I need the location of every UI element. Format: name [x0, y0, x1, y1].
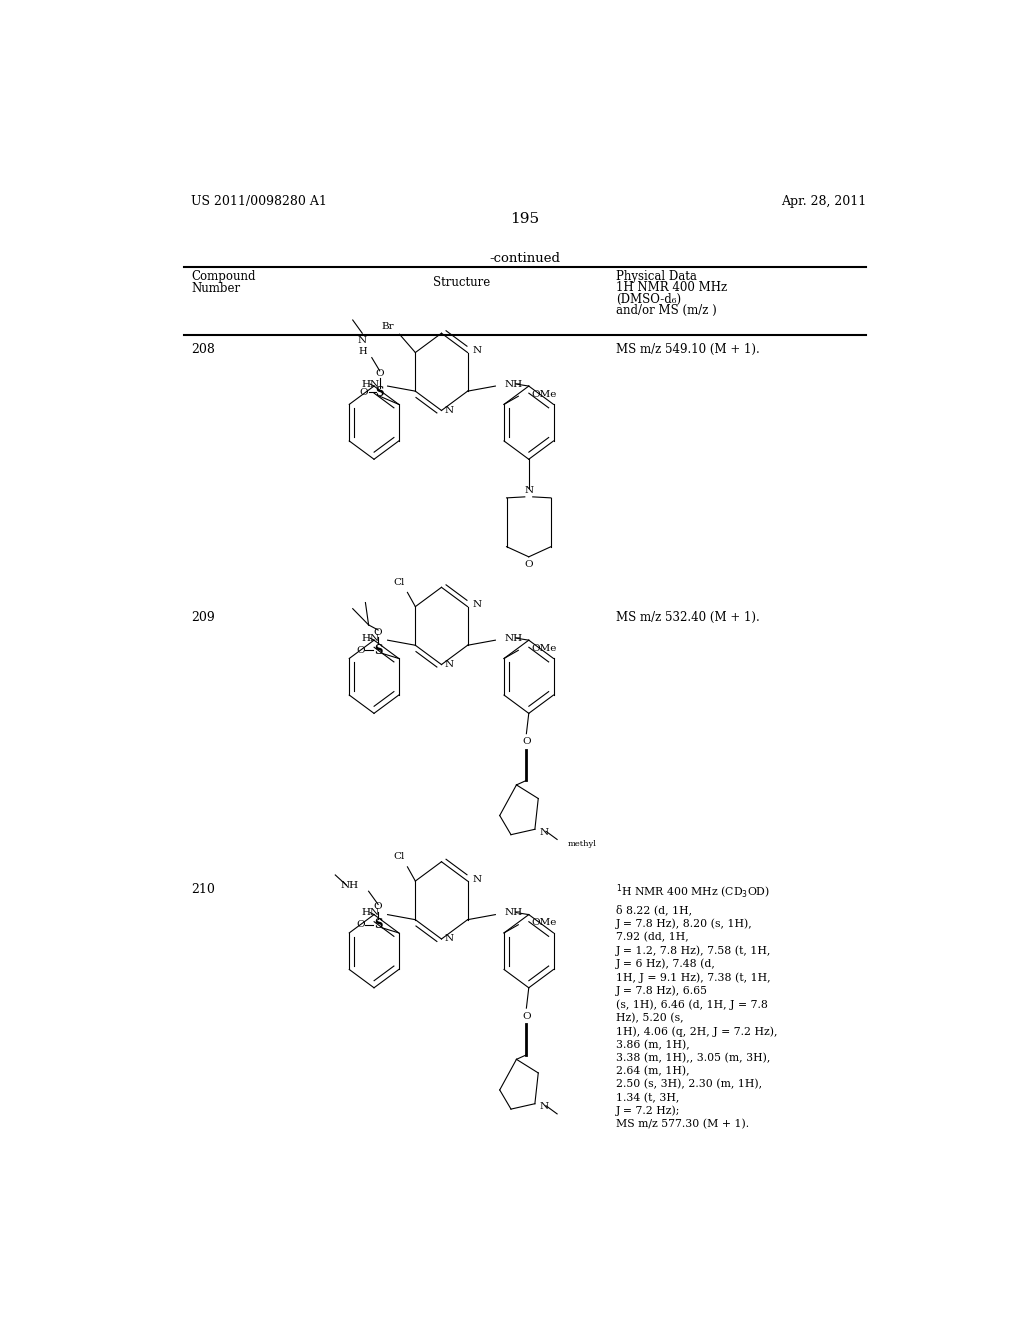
- Text: N: N: [444, 935, 454, 944]
- Text: Compound: Compound: [191, 271, 256, 284]
- Text: OMe: OMe: [531, 644, 557, 653]
- Text: -continued: -continued: [489, 252, 560, 265]
- Text: 1H NMR 400 MHz: 1H NMR 400 MHz: [616, 281, 727, 294]
- Text: NH: NH: [505, 908, 523, 917]
- Text: O: O: [374, 627, 382, 636]
- Text: N: N: [540, 828, 549, 837]
- Text: N: N: [472, 346, 481, 355]
- Text: O: O: [522, 1011, 530, 1020]
- Text: HN: HN: [361, 908, 380, 917]
- Text: H: H: [358, 347, 367, 356]
- Text: NH: NH: [340, 880, 358, 890]
- Text: and/or MS (m/z ): and/or MS (m/z ): [616, 304, 717, 317]
- Text: Number: Number: [191, 282, 241, 296]
- Text: OMe: OMe: [531, 919, 557, 927]
- Text: O: O: [376, 370, 384, 379]
- Text: OMe: OMe: [531, 389, 557, 399]
- Text: (DMSO-d₆): (DMSO-d₆): [616, 293, 681, 305]
- Text: S: S: [376, 385, 384, 399]
- Text: O: O: [356, 920, 365, 929]
- Text: HN: HN: [361, 634, 380, 643]
- Text: O: O: [374, 902, 382, 911]
- Text: N: N: [444, 407, 454, 414]
- Text: O: O: [359, 388, 369, 397]
- Text: Structure: Structure: [433, 276, 489, 289]
- Text: $^{1}$H NMR 400 MHz (CD$_{3}$OD)
δ 8.22 (d, 1H,
J = 7.8 Hz), 8.20 (s, 1H),
7.92 : $^{1}$H NMR 400 MHz (CD$_{3}$OD) δ 8.22 …: [616, 883, 777, 1130]
- Text: S: S: [374, 644, 382, 657]
- Text: N: N: [540, 1102, 549, 1111]
- Text: Physical Data: Physical Data: [616, 271, 697, 284]
- Text: O: O: [356, 645, 365, 655]
- Text: N: N: [357, 335, 367, 345]
- Text: US 2011/0098280 A1: US 2011/0098280 A1: [191, 195, 328, 209]
- Text: MS m/z 549.10 (M + 1).: MS m/z 549.10 (M + 1).: [616, 343, 760, 356]
- Text: Cl: Cl: [394, 853, 406, 861]
- Text: Br: Br: [381, 322, 394, 330]
- Text: Apr. 28, 2011: Apr. 28, 2011: [780, 195, 866, 209]
- Text: N: N: [444, 660, 454, 669]
- Text: S: S: [374, 919, 382, 932]
- Text: O: O: [522, 738, 530, 746]
- Text: N: N: [524, 486, 534, 495]
- Text: 195: 195: [510, 213, 540, 226]
- Text: N: N: [472, 875, 481, 883]
- Text: N: N: [472, 601, 481, 609]
- Text: Cl: Cl: [394, 578, 406, 586]
- Text: 210: 210: [191, 883, 215, 896]
- Text: MS m/z 532.40 (M + 1).: MS m/z 532.40 (M + 1).: [616, 611, 760, 623]
- Text: methyl: methyl: [568, 840, 597, 847]
- Text: 209: 209: [191, 611, 215, 623]
- Text: 208: 208: [191, 343, 215, 356]
- Text: NH: NH: [505, 380, 523, 388]
- Text: O: O: [524, 561, 534, 569]
- Text: NH: NH: [505, 634, 523, 643]
- Text: HN: HN: [361, 380, 380, 388]
